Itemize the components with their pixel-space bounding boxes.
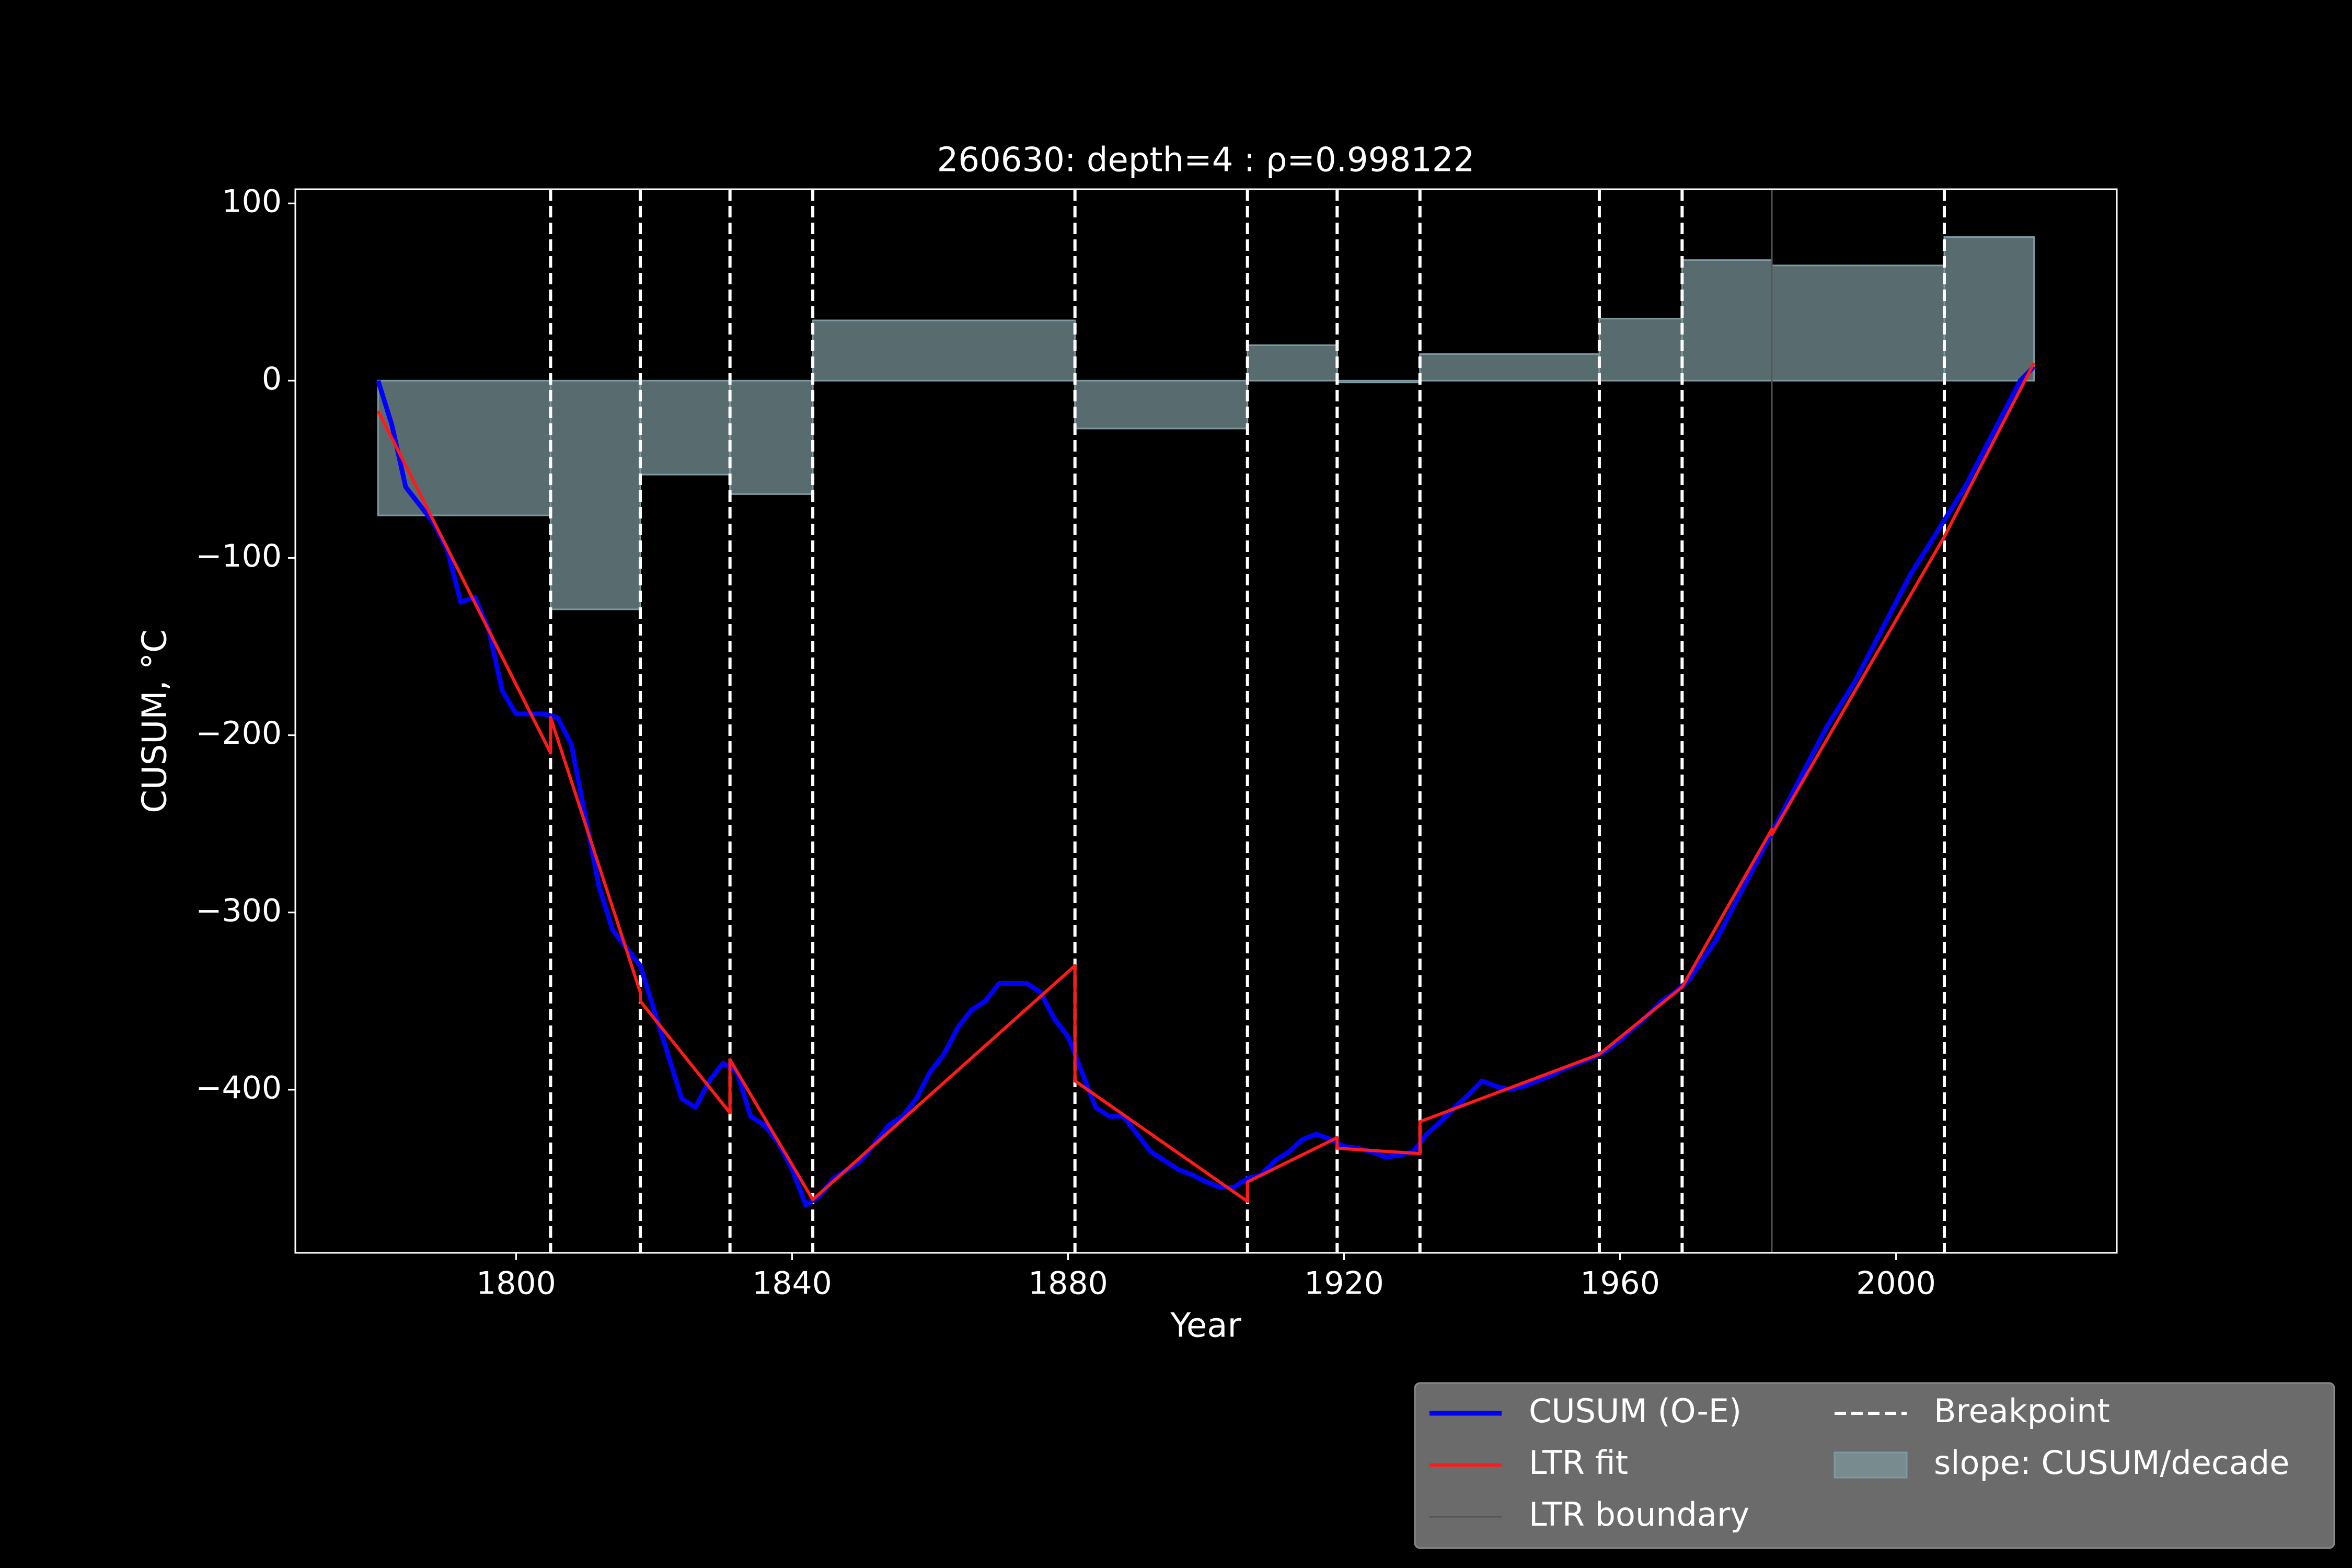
slope-bar: [377, 379, 551, 516]
legend-label: LTR fit: [1529, 1444, 1628, 1482]
y-tick-label: 100: [222, 183, 282, 220]
slope-bar: [1598, 318, 1683, 382]
y-tick-label: −400: [195, 1070, 282, 1106]
slope-bar: [1681, 259, 1773, 382]
legend-label: CUSUM (O-E): [1529, 1392, 1742, 1430]
y-tick-label: −300: [195, 892, 282, 929]
y-tick-label: −100: [195, 538, 282, 574]
y-axis-label: CUSUM, °C: [136, 629, 175, 813]
x-tick-label: 1880: [1028, 1265, 1108, 1302]
x-tick-label: 1920: [1304, 1265, 1384, 1302]
x-tick-label: 1960: [1580, 1265, 1660, 1302]
x-tick-label: 2000: [1856, 1265, 1936, 1302]
legend-label: slope: CUSUM/decade: [1934, 1444, 2289, 1482]
legend-swatch: [1834, 1451, 1908, 1479]
plot-area: [376, 189, 2036, 1253]
y-tick-label: −200: [195, 715, 282, 752]
slope-bar: [549, 379, 641, 610]
slope-bar: [639, 379, 731, 476]
series-line: [376, 362, 2036, 1203]
legend-label: Breakpoint: [1934, 1392, 2110, 1430]
y-tick-label: 0: [262, 361, 282, 397]
slope-bar: [729, 379, 814, 495]
slope-bar: [1771, 264, 1945, 382]
slope-bar: [1943, 236, 2035, 382]
x-tick-label: 1800: [476, 1265, 556, 1302]
slope-bar: [1336, 379, 1421, 384]
legend-label: LTR boundary: [1529, 1495, 1749, 1534]
slope-bar: [1419, 353, 1600, 382]
x-tick-label: 1840: [752, 1265, 832, 1302]
chart-title: 260630: depth=4 : ρ=0.998122: [937, 141, 1475, 180]
x-axis-label: Year: [1170, 1307, 1241, 1345]
slope-bar: [1074, 379, 1249, 430]
slope-bar: [1247, 344, 1338, 382]
plot-frame: [294, 188, 2118, 1254]
slope-bar: [812, 319, 1076, 382]
